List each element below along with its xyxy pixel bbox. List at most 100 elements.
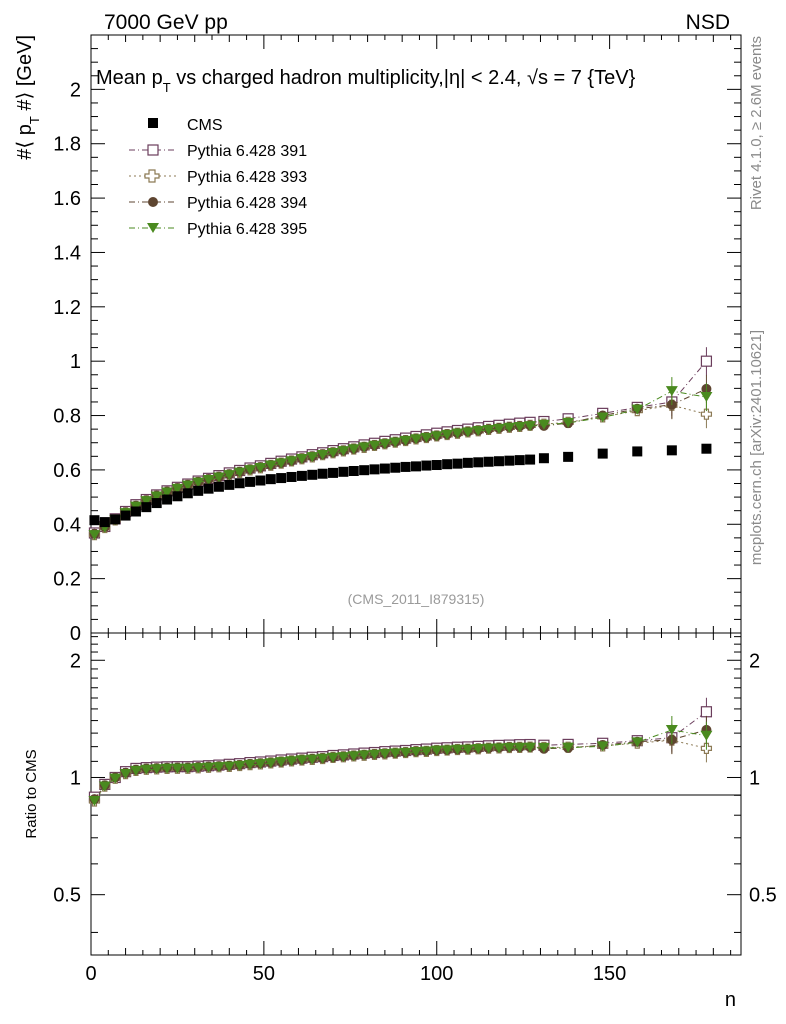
main-data-point [296, 470, 307, 481]
ratio-data-point [212, 762, 225, 773]
ratio-data-point [119, 768, 132, 779]
ratio-data-point [181, 763, 194, 774]
main-data-point [701, 443, 712, 454]
main-data-point [244, 465, 257, 476]
x-tick-label: 50 [253, 963, 275, 985]
ratio-data-point [150, 764, 163, 775]
main-data-point [140, 496, 153, 507]
main-y-tick-label: 1.4 [53, 242, 81, 264]
main-data-point [399, 435, 412, 446]
main-data-point [110, 514, 121, 525]
ratio-data-point [161, 763, 174, 774]
main-data-point [461, 427, 474, 438]
main-data-point [181, 480, 194, 491]
main-series-line [94, 404, 707, 536]
main-data-point [410, 434, 422, 445]
main-data-point [307, 469, 318, 480]
ratio-data-point [140, 764, 153, 775]
main-data-point [389, 437, 402, 448]
ratio-data-point [461, 744, 474, 755]
x-tick-label: 100 [420, 963, 453, 985]
legend-marker-395 [147, 223, 159, 233]
x-tick-label: 150 [593, 963, 626, 985]
main-data-point [513, 421, 526, 432]
main-data-point [596, 412, 609, 423]
ratio-data-point [700, 730, 713, 741]
ratio-data-point [98, 781, 111, 792]
ratio-data-point [441, 745, 454, 756]
main-data-point [212, 472, 225, 483]
main-data-point [316, 449, 329, 460]
x-axis-title: n [725, 989, 736, 1011]
main-data-point [378, 439, 391, 450]
main-data-point [420, 432, 433, 443]
ratio-y-tick-label-right: 0.5 [749, 885, 777, 907]
main-data-point [193, 485, 204, 496]
main-data-point [700, 355, 713, 367]
main-data-point [120, 510, 131, 521]
main-data-point [254, 463, 267, 474]
main-data-point [359, 465, 370, 476]
ratio-data-point [631, 737, 644, 748]
ratio-data-point [192, 763, 205, 774]
main-y-tick-label: 0.6 [53, 460, 81, 482]
ratio-data-point [306, 754, 319, 765]
ratio-y-tick-label: 1 [70, 767, 81, 789]
ratio-axis-ticks: 0.5 0.5 1 1 2 2 [53, 636, 777, 933]
ratio-data-point [537, 742, 550, 753]
ratio-data-point [503, 742, 516, 753]
legend-marker-391 [147, 144, 159, 156]
legend-label-394: Pythia 6.428 394 [187, 195, 307, 212]
ratio-data-point [399, 747, 412, 758]
ratio-data-point [378, 748, 391, 759]
ratio-y-tick-label: 2 [70, 650, 81, 672]
main-data-point [99, 517, 110, 528]
main-y-tick-label: 0.2 [53, 569, 81, 591]
main-data-point [442, 459, 453, 470]
main-data-point [224, 479, 235, 490]
main-data-point [264, 460, 277, 471]
main-data-point [348, 465, 359, 476]
ratio-data-point [596, 741, 609, 752]
main-y-tick-label: 0.4 [53, 514, 81, 536]
main-data-point [295, 454, 308, 465]
legend-label-395: Pythia 6.428 395 [187, 221, 307, 238]
ratio-data-point [337, 752, 350, 763]
ratio-y-axis-title: Ratio to CMS [23, 749, 40, 838]
legend-marker-393 [144, 169, 160, 183]
main-data-point [285, 456, 298, 467]
ratio-data-point [244, 759, 257, 770]
main-data-point [317, 468, 328, 479]
main-data-point [400, 461, 411, 472]
main-data-point [88, 530, 101, 541]
ratio-data-point [347, 751, 360, 762]
side-text-lower: mcplots.cern.ch [arXiv:2401.10621] [748, 330, 765, 565]
ratio-y-tick-label: 0.5 [53, 885, 81, 907]
ratio-data-point [524, 742, 537, 753]
main-data-point [473, 457, 484, 468]
main-data-point [451, 428, 464, 439]
main-data-point [472, 426, 485, 437]
main-data-point [328, 467, 339, 478]
ratio-y-tick-label-right: 1 [749, 767, 760, 789]
main-data-point [525, 454, 536, 465]
ratio-data-point [562, 742, 575, 753]
main-data-point [141, 502, 152, 513]
main-data-point [452, 458, 463, 469]
main-data-point [514, 455, 525, 466]
main-data-point [504, 455, 515, 466]
main-data-point [223, 470, 236, 481]
header-right-label: NSD [686, 11, 730, 34]
analysis-watermark: (CMS_2011_I879315) [348, 591, 485, 607]
main-data-point [411, 461, 421, 472]
main-data-point [203, 483, 214, 494]
x-tick-label: 0 [85, 963, 96, 985]
main-data-point [337, 446, 350, 457]
main-series-line [94, 360, 707, 534]
main-data-point [245, 476, 256, 487]
main-data-point [89, 515, 100, 526]
ratio-data-point [513, 742, 526, 753]
main-data-point [338, 466, 349, 477]
ratio-data-point [285, 756, 298, 767]
